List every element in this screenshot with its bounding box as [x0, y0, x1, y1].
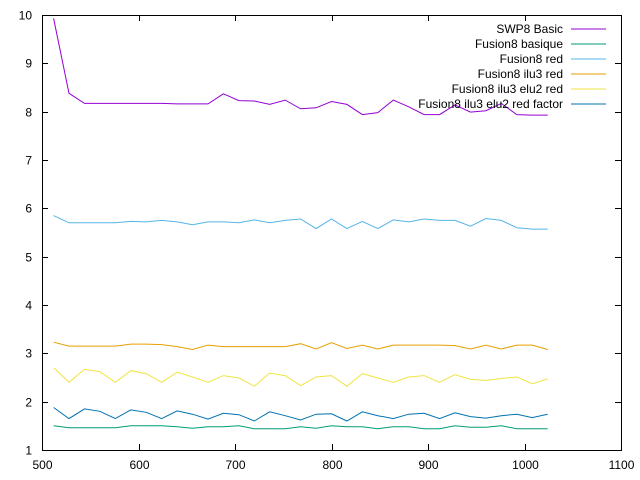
series-line-6: [53, 407, 548, 422]
x-tick-label: 700: [225, 458, 245, 472]
y-tick-label: 3: [25, 347, 32, 361]
series-layer: [53, 18, 548, 430]
x-tick-label: 1100: [609, 458, 635, 472]
y-tick-label: 10: [19, 9, 33, 23]
x-tick-label: 900: [418, 458, 438, 472]
x-tick-label: 800: [322, 458, 342, 472]
legend-label-6: Fusion8 ilu3 elu2 red factor: [418, 97, 563, 111]
y-tick-label: 8: [25, 106, 32, 120]
y-tick-label: 9: [25, 57, 32, 71]
y-tick-label: 6: [25, 202, 32, 216]
x-tick-label: 600: [129, 458, 149, 472]
y-tick-label: 5: [25, 251, 32, 265]
legend-label-2: Fusion8 basique: [475, 37, 563, 51]
y-tick-label: 4: [25, 299, 32, 313]
series-line-3: [53, 215, 548, 230]
x-tick-label: 1000: [512, 458, 539, 472]
series-line-5: [53, 367, 548, 387]
series-line-1: [53, 18, 548, 116]
legend-label-1: SWP8 Basic: [496, 22, 563, 36]
y-tick-label: 2: [25, 396, 32, 410]
legend-label-3: Fusion8 red: [500, 52, 563, 66]
y-axis: 1 2 3 4 5 6 7 8 9 10: [19, 9, 621, 458]
y-tick-label: 1: [25, 444, 32, 458]
x-tick-label: 500: [32, 458, 52, 472]
series-line-2: [53, 425, 548, 430]
legend-label-5: Fusion8 ilu3 elu2 red: [452, 82, 563, 96]
y-tick-label: 7: [25, 154, 32, 168]
series-line-4: [53, 341, 548, 351]
legend-label-4: Fusion8 ilu3 red: [478, 67, 563, 81]
x-axis: 500 600 700 800 900 1000 1100: [32, 15, 635, 472]
